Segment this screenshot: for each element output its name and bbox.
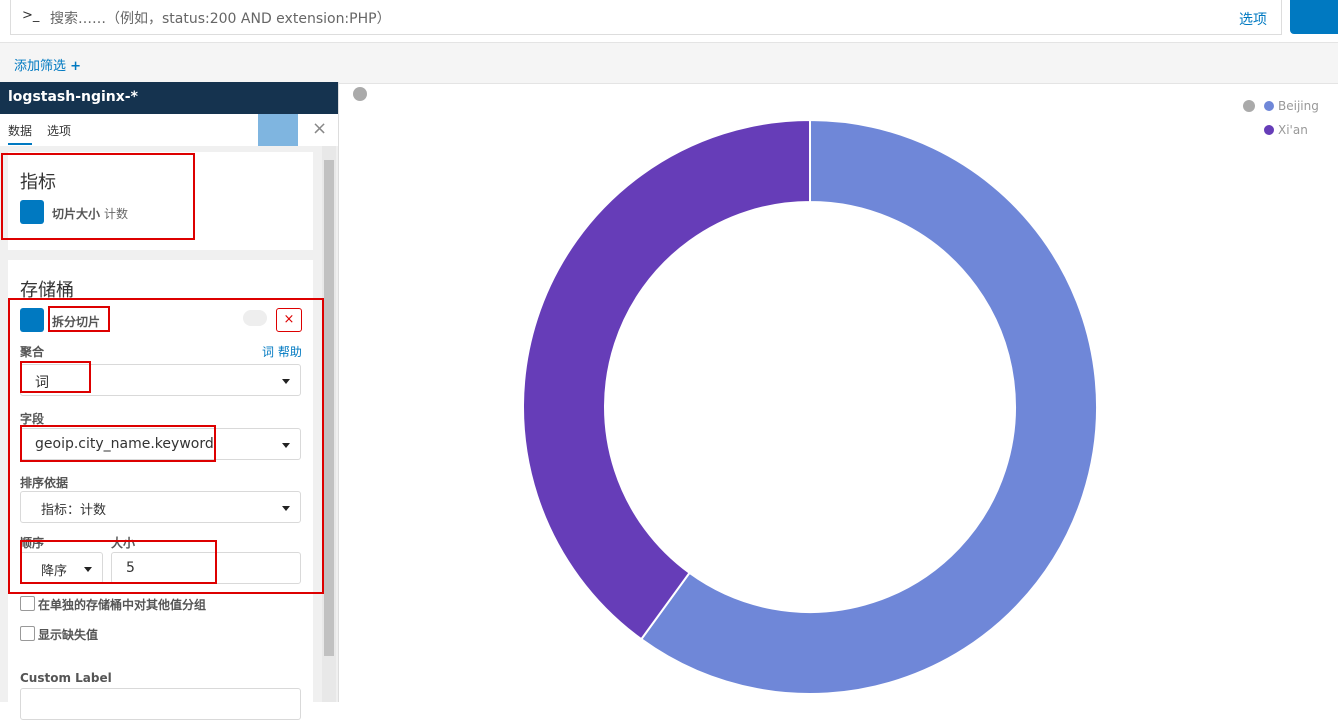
search-placeholder: 搜索……（例如，status:200 AND extension:PHP）: [50, 11, 391, 27]
collapse-toggle[interactable]: [20, 308, 44, 332]
legend: Beijing Xi'an: [1264, 99, 1319, 137]
legend-swatch: [1264, 101, 1274, 111]
donut: [522, 118, 1098, 695]
order-value: 降序: [41, 564, 68, 579]
toggle[interactable]: [243, 310, 267, 326]
order-label: 顺序: [20, 536, 45, 550]
refresh-button[interactable]: [1290, 0, 1338, 34]
legend-swatch: [1264, 125, 1274, 135]
field-value: geoip.city_name.keyword: [35, 436, 214, 452]
legend-label: Xi'an: [1278, 123, 1308, 137]
size-value: 5: [126, 560, 135, 576]
legend-toggle[interactable]: [1243, 100, 1255, 112]
tab-bar: 数据 选项 ×: [0, 114, 338, 146]
options-link[interactable]: 选项: [1239, 12, 1267, 28]
collapse-icon[interactable]: [353, 87, 367, 101]
highlight-box: [20, 361, 91, 393]
highlight-box: [1, 153, 195, 240]
remove-button[interactable]: ×: [276, 308, 302, 332]
scroll-thumb[interactable]: [324, 160, 334, 656]
add-filter-text: 添加筛选: [14, 59, 67, 74]
caret: [282, 443, 290, 448]
custom-label-input[interactable]: [20, 688, 301, 720]
custom-label-label: Custom Label: [20, 671, 112, 685]
caret: [84, 567, 92, 572]
metric-label: 切片大小: [52, 207, 101, 221]
other-bucket-label: 在单独的存储桶中对其他值分组: [38, 598, 207, 612]
close-button[interactable]: ×: [312, 118, 328, 139]
caret: [282, 506, 290, 511]
add-filter[interactable]: 添加筛选 +: [14, 59, 82, 74]
buckets-panel: 存储桶 拆分切片 × 聚合 词 帮助 词 字段 geoip.city_name.…: [8, 260, 313, 720]
chart: Beijing Xi'an: [353, 87, 1319, 695]
slice: [639, 118, 1098, 695]
field-select[interactable]: geoip.city_name.keyword: [20, 428, 301, 460]
sidebar: logstash-nginx-* 数据 选项 × 指标 切片大小 计数 存储桶 …: [0, 82, 338, 720]
prompt: >_: [22, 8, 40, 23]
aggregation-select[interactable]: 词: [20, 364, 301, 396]
highlight-box: [20, 425, 216, 462]
help-link[interactable]: 词 帮助: [262, 345, 302, 359]
scrollbar: [322, 146, 336, 702]
checkbox[interactable]: [20, 626, 35, 641]
query-bar: >_ 搜索……（例如，status:200 AND extension:PHP）…: [0, 0, 1338, 42]
bucket-item: 拆分切片: [52, 315, 101, 329]
divider: [338, 82, 339, 702]
order-by-select[interactable]: 指标：计数: [20, 491, 301, 523]
order-by-label: 排序依据: [20, 476, 69, 490]
field-label: 字段: [20, 412, 45, 426]
highlight-box: [20, 540, 217, 584]
filter-bar: 添加筛选 +: [0, 42, 1338, 84]
checkbox[interactable]: [20, 596, 35, 611]
slice: [522, 118, 811, 641]
tab[interactable]: 数据: [8, 122, 33, 145]
aggregation-label: 聚合: [20, 345, 45, 359]
index-pattern: logstash-nginx-*: [8, 89, 138, 105]
metrics-panel: 指标 切片大小 计数: [8, 152, 313, 250]
aggregation-value: 词: [35, 375, 49, 391]
highlight-box: [8, 298, 324, 594]
missing-label: 显示缺失值: [38, 628, 99, 642]
metrics-title: 指标: [20, 172, 56, 193]
highlight-box: [48, 306, 110, 332]
metric-value: 计数: [104, 207, 129, 221]
legend-label: Beijing: [1278, 99, 1319, 113]
expand-toggle[interactable]: [20, 200, 44, 224]
index-header: logstash-nginx-*: [0, 82, 338, 114]
caret: [282, 379, 290, 384]
tab[interactable]: 选项: [47, 124, 72, 138]
size-label: 大小: [111, 536, 136, 550]
order-by-value: 指标：计数: [41, 503, 107, 518]
search-box[interactable]: [10, 0, 1282, 35]
buckets-title: 存储桶: [20, 280, 74, 301]
apply-button[interactable]: [258, 114, 298, 146]
